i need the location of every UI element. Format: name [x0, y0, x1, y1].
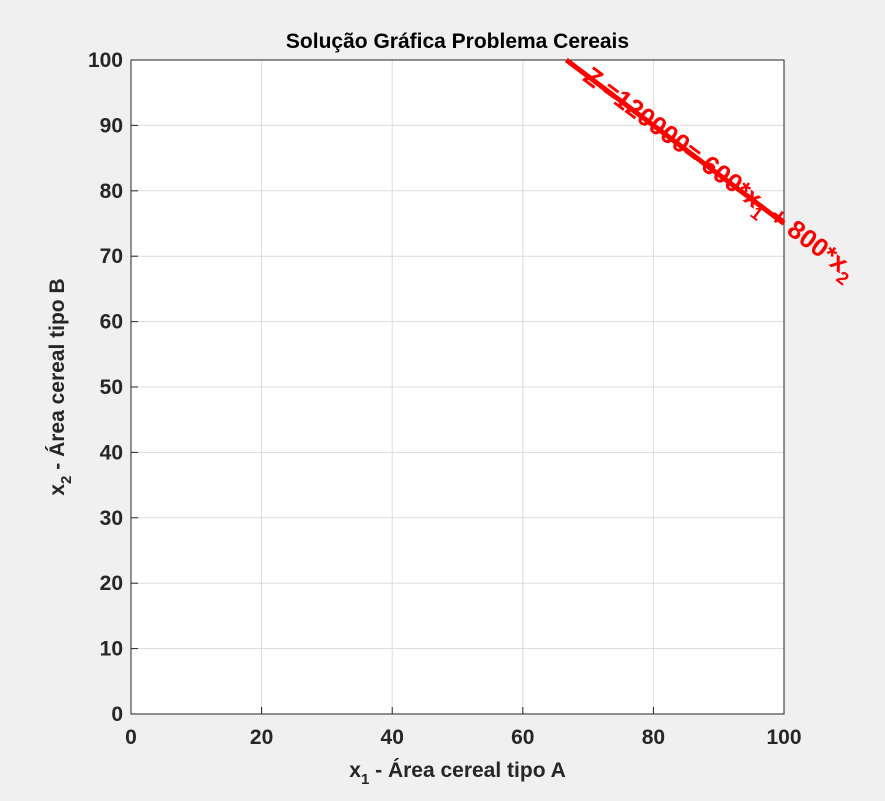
y-tick-label: 80: [100, 180, 123, 203]
y-tick-label: 70: [100, 245, 123, 268]
y-tick-label: 100: [88, 49, 123, 72]
y-tick-label: 40: [100, 441, 123, 464]
x-axis-label-sub: 1: [361, 771, 369, 788]
x-axis-label: x1 - Área cereal tipo A: [349, 759, 566, 788]
y-tick-label: 50: [100, 376, 123, 399]
y-tick-label: 20: [100, 572, 123, 595]
y-axis-label-rest: - Área cereal tipo B: [46, 278, 69, 475]
x-tick-label: 0: [125, 726, 137, 749]
x-axis-ticks: 0 20 40 60 80 100: [125, 707, 802, 749]
x-tick-label: 80: [642, 726, 665, 749]
y-axis-ticks: 0 10 20 30 40 50 60 70 80 90 100: [88, 49, 138, 726]
x-axis-label-rest: - Área cereal tipo A: [369, 759, 565, 782]
series-line: [564, 58, 786, 226]
y-tick-label: 60: [100, 311, 123, 334]
x-tick-label: 40: [381, 726, 404, 749]
y-tick-label: 90: [100, 114, 123, 137]
y-axis-label: x2 - Área cereal tipo B: [46, 278, 75, 495]
x-tick-label: 60: [511, 726, 534, 749]
chart-title: Solução Gráfica Problema Cereais: [286, 30, 629, 53]
y-axis-label-sub: 2: [58, 476, 75, 484]
y-tick-label: 0: [111, 703, 123, 726]
x-tick-label: 100: [766, 726, 801, 749]
grid-lines: [131, 60, 784, 714]
x-axis-label-base: x: [349, 759, 361, 782]
y-tick-label: 10: [100, 638, 123, 661]
y-tick-label: 30: [100, 507, 123, 530]
y-axis-label-base: x: [46, 484, 69, 496]
series-group: [564, 58, 786, 226]
x-tick-label: 20: [250, 726, 273, 749]
